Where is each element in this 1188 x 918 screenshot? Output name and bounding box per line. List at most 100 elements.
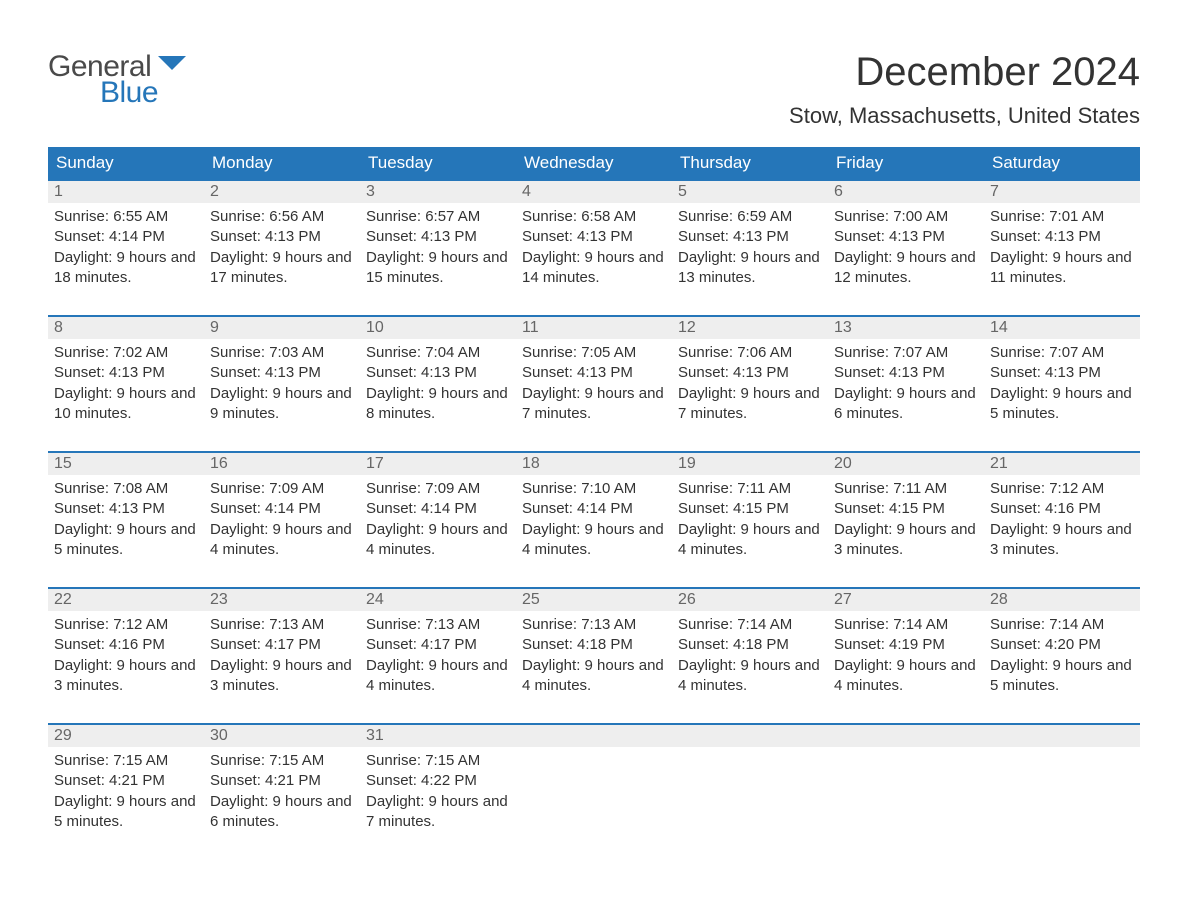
sunrise-text: Sunrise: 7:13 AM [210, 615, 354, 635]
sunset-text: Sunset: 4:13 PM [54, 499, 198, 519]
sunrise-text: Sunrise: 7:05 AM [522, 343, 666, 363]
calendar-day: 13Sunrise: 7:07 AMSunset: 4:13 PMDayligh… [828, 317, 984, 437]
sunrise-text: Sunrise: 7:15 AM [54, 751, 198, 771]
day-number: 13 [828, 317, 984, 339]
calendar-day: 23Sunrise: 7:13 AMSunset: 4:17 PMDayligh… [204, 589, 360, 709]
day-number: 14 [984, 317, 1140, 339]
daylight-text: Daylight: 9 hours and 5 minutes. [990, 656, 1134, 697]
sunset-text: Sunset: 4:13 PM [990, 227, 1134, 247]
sunrise-text: Sunrise: 7:07 AM [990, 343, 1134, 363]
day-info: Sunrise: 7:05 AMSunset: 4:13 PMDaylight:… [516, 339, 672, 430]
day-info: Sunrise: 7:07 AMSunset: 4:13 PMDaylight:… [828, 339, 984, 430]
calendar-day: 20Sunrise: 7:11 AMSunset: 4:15 PMDayligh… [828, 453, 984, 573]
day-info: Sunrise: 7:13 AMSunset: 4:18 PMDaylight:… [516, 611, 672, 702]
sunset-text: Sunset: 4:15 PM [834, 499, 978, 519]
sunrise-text: Sunrise: 7:10 AM [522, 479, 666, 499]
calendar-day [828, 725, 984, 845]
calendar: SundayMondayTuesdayWednesdayThursdayFrid… [48, 147, 1140, 845]
day-number: 20 [828, 453, 984, 475]
sunset-text: Sunset: 4:17 PM [210, 635, 354, 655]
sunset-text: Sunset: 4:19 PM [834, 635, 978, 655]
day-number: 19 [672, 453, 828, 475]
dayheader: Monday [204, 147, 360, 179]
sunrise-text: Sunrise: 6:59 AM [678, 207, 822, 227]
sunrise-text: Sunrise: 7:01 AM [990, 207, 1134, 227]
sunrise-text: Sunrise: 7:13 AM [522, 615, 666, 635]
day-number: 26 [672, 589, 828, 611]
daylight-text: Daylight: 9 hours and 4 minutes. [366, 656, 510, 697]
daylight-text: Daylight: 9 hours and 14 minutes. [522, 248, 666, 289]
page-header: General Blue December 2024 Stow, Massach… [48, 50, 1140, 129]
daylight-text: Daylight: 9 hours and 3 minutes. [54, 656, 198, 697]
daylight-text: Daylight: 9 hours and 4 minutes. [834, 656, 978, 697]
dayheader: Wednesday [516, 147, 672, 179]
sunset-text: Sunset: 4:15 PM [678, 499, 822, 519]
sunset-text: Sunset: 4:13 PM [834, 363, 978, 383]
sunrise-text: Sunrise: 7:15 AM [210, 751, 354, 771]
sunset-text: Sunset: 4:16 PM [54, 635, 198, 655]
calendar-day: 10Sunrise: 7:04 AMSunset: 4:13 PMDayligh… [360, 317, 516, 437]
sunset-text: Sunset: 4:13 PM [990, 363, 1134, 383]
sunset-text: Sunset: 4:14 PM [210, 499, 354, 519]
daylight-text: Daylight: 9 hours and 7 minutes. [678, 384, 822, 425]
day-info: Sunrise: 6:58 AMSunset: 4:13 PMDaylight:… [516, 203, 672, 294]
dayheader: Sunday [48, 147, 204, 179]
calendar-week: 29Sunrise: 7:15 AMSunset: 4:21 PMDayligh… [48, 723, 1140, 845]
calendar-day: 31Sunrise: 7:15 AMSunset: 4:22 PMDayligh… [360, 725, 516, 845]
calendar-day [516, 725, 672, 845]
daylight-text: Daylight: 9 hours and 15 minutes. [366, 248, 510, 289]
day-info: Sunrise: 6:56 AMSunset: 4:13 PMDaylight:… [204, 203, 360, 294]
dayheader: Saturday [984, 147, 1140, 179]
calendar-day: 19Sunrise: 7:11 AMSunset: 4:15 PMDayligh… [672, 453, 828, 573]
daylight-text: Daylight: 9 hours and 3 minutes. [834, 520, 978, 561]
day-number: 16 [204, 453, 360, 475]
calendar-week: 15Sunrise: 7:08 AMSunset: 4:13 PMDayligh… [48, 451, 1140, 573]
calendar-day: 9Sunrise: 7:03 AMSunset: 4:13 PMDaylight… [204, 317, 360, 437]
day-info: Sunrise: 7:11 AMSunset: 4:15 PMDaylight:… [672, 475, 828, 566]
day-number: 1 [48, 181, 204, 203]
calendar-day: 5Sunrise: 6:59 AMSunset: 4:13 PMDaylight… [672, 181, 828, 301]
day-info: Sunrise: 7:12 AMSunset: 4:16 PMDaylight:… [48, 611, 204, 702]
calendar-day: 29Sunrise: 7:15 AMSunset: 4:21 PMDayligh… [48, 725, 204, 845]
sunrise-text: Sunrise: 7:14 AM [678, 615, 822, 635]
sunset-text: Sunset: 4:22 PM [366, 771, 510, 791]
daylight-text: Daylight: 9 hours and 5 minutes. [54, 520, 198, 561]
day-info: Sunrise: 7:01 AMSunset: 4:13 PMDaylight:… [984, 203, 1140, 294]
calendar-week: 1Sunrise: 6:55 AMSunset: 4:14 PMDaylight… [48, 179, 1140, 301]
sunrise-text: Sunrise: 7:07 AM [834, 343, 978, 363]
day-number-empty [516, 725, 672, 747]
sunset-text: Sunset: 4:20 PM [990, 635, 1134, 655]
daylight-text: Daylight: 9 hours and 3 minutes. [210, 656, 354, 697]
daylight-text: Daylight: 9 hours and 4 minutes. [210, 520, 354, 561]
sunrise-text: Sunrise: 7:04 AM [366, 343, 510, 363]
daylight-text: Daylight: 9 hours and 4 minutes. [678, 520, 822, 561]
day-info: Sunrise: 7:00 AMSunset: 4:13 PMDaylight:… [828, 203, 984, 294]
sunrise-text: Sunrise: 7:14 AM [990, 615, 1134, 635]
day-number: 11 [516, 317, 672, 339]
day-info: Sunrise: 7:14 AMSunset: 4:19 PMDaylight:… [828, 611, 984, 702]
calendar-day: 27Sunrise: 7:14 AMSunset: 4:19 PMDayligh… [828, 589, 984, 709]
day-info: Sunrise: 7:07 AMSunset: 4:13 PMDaylight:… [984, 339, 1140, 430]
sunrise-text: Sunrise: 7:00 AM [834, 207, 978, 227]
sunset-text: Sunset: 4:13 PM [366, 227, 510, 247]
calendar-week: 8Sunrise: 7:02 AMSunset: 4:13 PMDaylight… [48, 315, 1140, 437]
day-info: Sunrise: 7:09 AMSunset: 4:14 PMDaylight:… [204, 475, 360, 566]
sunset-text: Sunset: 4:13 PM [678, 363, 822, 383]
sunset-text: Sunset: 4:14 PM [366, 499, 510, 519]
daylight-text: Daylight: 9 hours and 6 minutes. [834, 384, 978, 425]
day-info: Sunrise: 7:08 AMSunset: 4:13 PMDaylight:… [48, 475, 204, 566]
day-number-empty [672, 725, 828, 747]
sunrise-text: Sunrise: 7:06 AM [678, 343, 822, 363]
dayheader: Thursday [672, 147, 828, 179]
calendar-day: 3Sunrise: 6:57 AMSunset: 4:13 PMDaylight… [360, 181, 516, 301]
calendar-day: 6Sunrise: 7:00 AMSunset: 4:13 PMDaylight… [828, 181, 984, 301]
sunrise-text: Sunrise: 7:13 AM [366, 615, 510, 635]
day-number: 17 [360, 453, 516, 475]
day-number: 15 [48, 453, 204, 475]
logo-flag-icon [158, 56, 186, 81]
day-number: 2 [204, 181, 360, 203]
daylight-text: Daylight: 9 hours and 4 minutes. [678, 656, 822, 697]
sunset-text: Sunset: 4:13 PM [210, 363, 354, 383]
daylight-text: Daylight: 9 hours and 5 minutes. [990, 384, 1134, 425]
daylight-text: Daylight: 9 hours and 17 minutes. [210, 248, 354, 289]
